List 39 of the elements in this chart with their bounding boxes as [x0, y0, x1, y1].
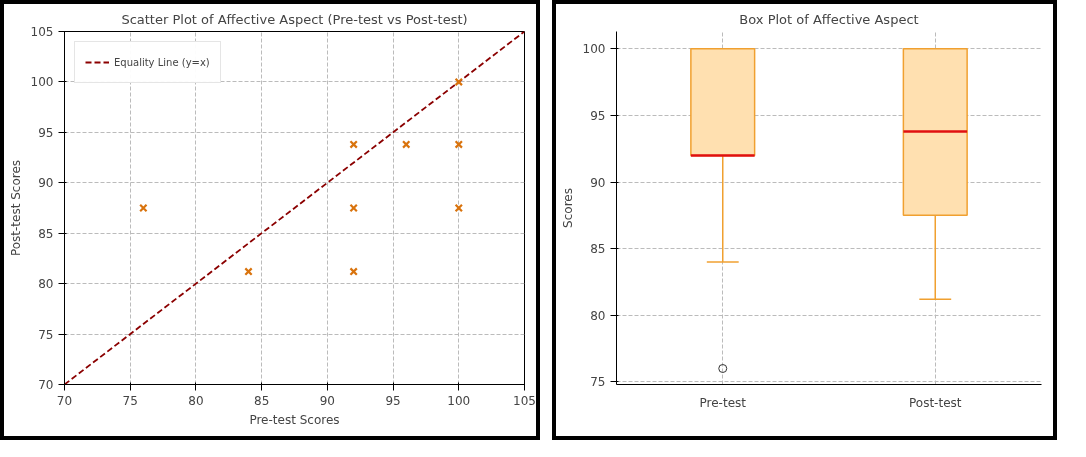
y-tick-label: 80	[38, 277, 54, 292]
x-tick-label: 90	[319, 393, 335, 408]
y-axis-title: Scores	[560, 188, 575, 228]
y-tick-label: 85	[590, 242, 606, 257]
y-tick-label: 95	[38, 125, 54, 140]
x-tick-label: 80	[188, 393, 204, 408]
point	[349, 203, 358, 213]
point	[454, 140, 464, 149]
x-tick-label: 70	[56, 393, 73, 408]
y-tick-label: 95	[590, 108, 606, 123]
x-tick-label: 75	[122, 393, 138, 408]
y-axis-title: Post-test Scores	[8, 159, 23, 257]
x-tick-label: 95	[385, 393, 401, 408]
y-tick-label: 75	[38, 327, 54, 342]
chart-title: Scatter Plot of Affective Aspect (Pre-test vs Post-test)	[121, 11, 468, 27]
legend-label: Equality Line (y=x)	[114, 56, 210, 68]
y-tick-label: 105	[30, 25, 54, 39]
point	[139, 203, 148, 213]
y-tick-label: 70	[38, 378, 54, 392]
y-tick-label: 75	[590, 375, 606, 390]
x-tick-label: 100	[447, 393, 471, 408]
y-tick-label: 85	[38, 226, 54, 241]
x-tick-label: Pre-test	[699, 395, 747, 410]
point	[349, 267, 358, 276]
point	[349, 140, 358, 149]
point	[454, 77, 464, 87]
y-tick-label: 90	[590, 175, 606, 190]
y-tick-label: 90	[38, 176, 54, 191]
point	[401, 140, 411, 149]
y-tick-label: 100	[582, 42, 606, 57]
y-tick-label: 100	[30, 75, 54, 90]
x-tick-label: 85	[254, 393, 270, 408]
point	[244, 267, 253, 276]
y-tick-label: 80	[590, 308, 606, 323]
point	[454, 203, 464, 213]
x-axis-title: Pre-test Scores	[249, 412, 340, 427]
chart-title: Box Plot of Affective Aspect	[739, 11, 919, 27]
x-tick-label: 105	[513, 393, 536, 408]
x-tick-label: Post-test	[909, 395, 962, 410]
